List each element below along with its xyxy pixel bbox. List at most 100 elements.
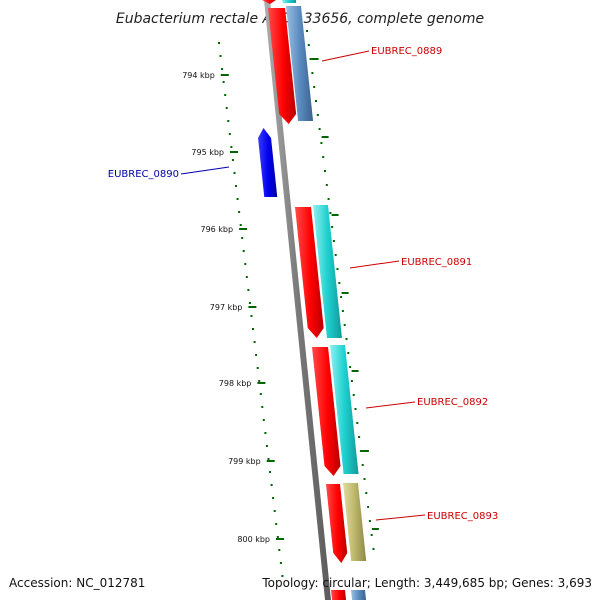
outer-major-tick	[331, 214, 339, 216]
outer-tick-dot	[367, 506, 370, 508]
tick-dot	[265, 445, 268, 447]
tick-dot	[238, 211, 241, 213]
outer-tick-dot	[347, 352, 350, 354]
outer-major-tick	[311, 58, 319, 60]
gene-label-lines	[180, 50, 426, 521]
outer-tick-dot	[311, 72, 314, 74]
cog-bar	[351, 590, 367, 600]
outer-tick-dot	[313, 86, 316, 88]
outer-tick-dot	[316, 114, 319, 116]
cds-arrow-partial	[331, 590, 347, 600]
cds-arrow	[268, 8, 297, 124]
cog-bar	[330, 345, 359, 474]
outer-tick-dot	[363, 478, 366, 480]
tick-marks: 794 kbp 795 kbp 796 kbp 797 kbp 798 kbp 799 k…	[182, 58, 379, 544]
label-leader-line	[349, 260, 400, 269]
tick-label: 794 kbp	[182, 71, 215, 80]
tick-dot	[270, 484, 273, 486]
gene-label: EUBREC_0890	[108, 169, 179, 180]
outer-tick-dot	[338, 282, 341, 284]
tick-dot	[224, 94, 227, 96]
outer-tick-dot	[341, 310, 344, 312]
tick-label: 800 kbp	[237, 535, 270, 544]
tick-dot	[244, 263, 247, 265]
outer-tick-dot	[352, 394, 355, 396]
major-tick	[257, 382, 266, 384]
tick-label: 796 kbp	[200, 225, 233, 234]
tick-dot	[278, 549, 281, 551]
gene-label: EUBREC_0893	[427, 511, 498, 522]
outer-tick-dot	[354, 408, 357, 410]
major-tick	[230, 151, 238, 153]
outer-tick-dot	[322, 156, 325, 158]
tick-dot	[281, 575, 284, 577]
tick-dot	[233, 172, 236, 174]
cds-arrow	[258, 128, 278, 197]
outer-tick-dot	[340, 296, 343, 298]
tick-dot	[247, 289, 250, 291]
tick-dot	[267, 458, 270, 460]
outer-major-tick	[351, 370, 359, 372]
cog-bar-partial	[282, 0, 296, 3]
outer-tick-dot	[332, 240, 335, 242]
tick-dot	[228, 133, 231, 135]
tick-dot	[261, 406, 264, 408]
outer-tick-dot	[324, 170, 326, 172]
tick-dot	[218, 42, 220, 44]
tick-dot	[236, 198, 239, 200]
outer-tick-dot	[365, 492, 368, 494]
outer-tick-dot	[309, 58, 312, 60]
cds-arrow-partial	[262, 0, 276, 4]
genome-summary-text: Topology: circular; Length: 3,449,685 bp…	[262, 576, 592, 590]
outer-tick-dot	[307, 44, 310, 46]
outer-tick-dot	[306, 30, 308, 32]
tick-label: 798 kbp	[219, 379, 252, 388]
tick-label: 795 kbp	[191, 148, 224, 157]
outer-tick-dot	[331, 226, 334, 228]
tick-dot	[219, 55, 222, 57]
gene-label: EUBREC_0892	[417, 397, 488, 408]
label-leader-line	[180, 166, 230, 175]
gene-features	[258, 0, 348, 600]
outer-tick-dot	[349, 366, 352, 368]
outer-tick-dot	[327, 198, 330, 200]
tick-dot	[248, 302, 251, 304]
cds-arrow	[326, 484, 348, 563]
outer-major-tick	[341, 292, 349, 294]
major-tick	[276, 538, 284, 540]
cds-arrow	[295, 207, 324, 338]
major-tick	[220, 74, 229, 76]
tick-dot	[230, 146, 233, 148]
outer-major-tick	[321, 136, 329, 138]
tick-dot	[258, 380, 261, 382]
accession-text: Accession: NC_012781	[9, 576, 146, 590]
tick-dot	[269, 471, 271, 473]
tick-dot	[250, 315, 253, 317]
outer-tick-dot	[356, 422, 359, 424]
major-tick	[248, 306, 257, 308]
label-leader-line	[321, 50, 370, 62]
label-leader-line	[365, 401, 416, 409]
outer-tick-dot	[350, 380, 353, 382]
outer-tick-dot	[358, 436, 361, 438]
tick-dot	[241, 237, 244, 239]
outer-tick-dot	[372, 548, 375, 550]
tick-dot	[225, 107, 228, 109]
major-tick	[239, 228, 248, 230]
tick-dot	[273, 510, 276, 512]
tick-dot	[279, 562, 282, 564]
tick-dot	[275, 523, 278, 525]
tick-dot	[259, 393, 262, 395]
major-tick	[266, 460, 275, 462]
outer-tick-dot	[315, 100, 317, 102]
tick-dot	[239, 224, 242, 226]
outer-major-tick	[361, 450, 369, 452]
tick-dot	[245, 276, 248, 278]
outer-major-tick	[371, 528, 379, 530]
tick-dot	[253, 341, 256, 343]
tick-dot	[262, 419, 265, 421]
outer-tick-dot	[334, 254, 337, 256]
gene-label: EUBREC_0889	[371, 46, 442, 57]
tick-dot	[242, 250, 245, 252]
